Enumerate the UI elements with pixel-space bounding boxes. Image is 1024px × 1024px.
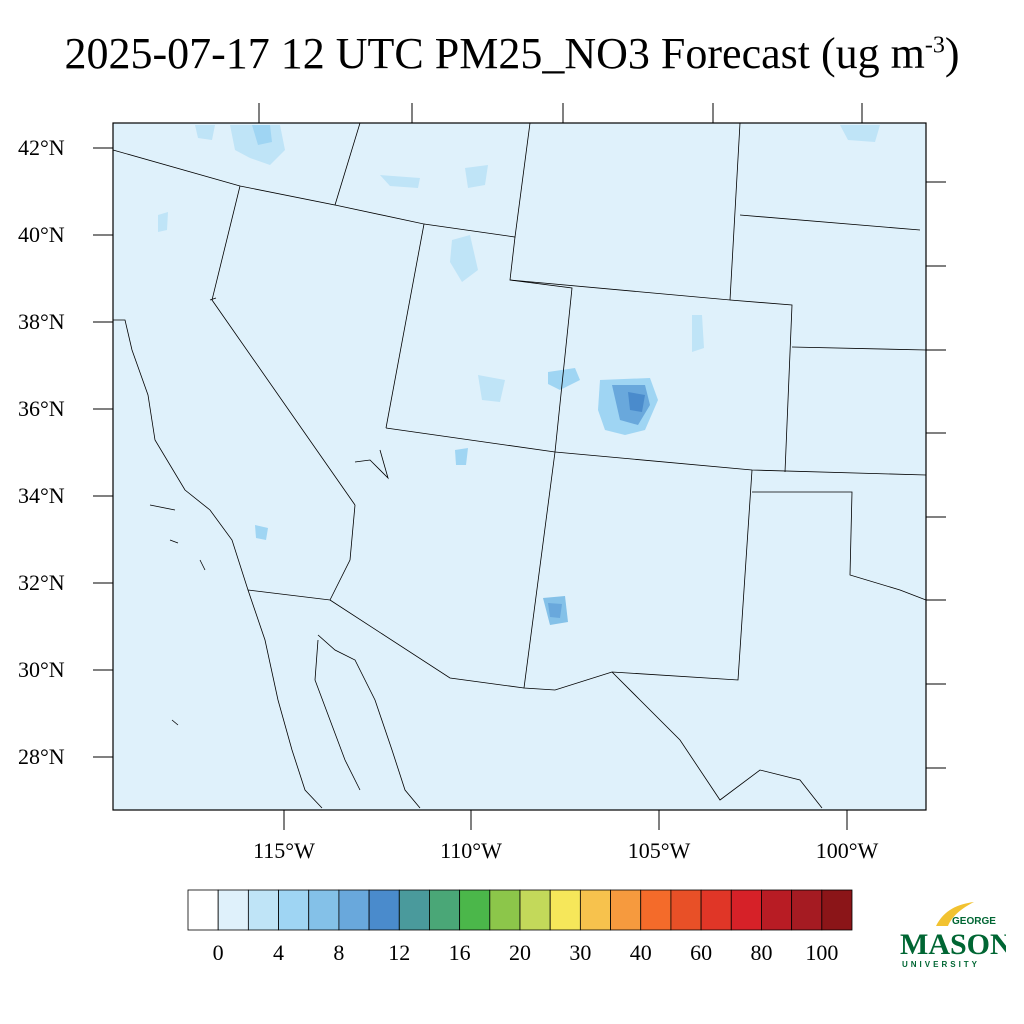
lon-label-115: 115°W <box>253 838 315 863</box>
colorbar-label: 60 <box>690 940 713 965</box>
lat-label-28: 28°N <box>18 744 65 769</box>
colorbar-swatch <box>640 889 672 931</box>
title-text: 2025-07-17 12 UTC PM25_NO3 Forecast (ug … <box>64 29 925 78</box>
logo-line1: GEORGE <box>952 916 996 927</box>
concentration-patches <box>158 125 880 625</box>
colorbar-label: 20 <box>509 940 531 965</box>
colorbar-label: 4 <box>273 940 285 965</box>
patch-utah-s <box>478 375 505 402</box>
colorbar-swatch <box>549 889 581 931</box>
lon-label-100: 100°W <box>815 838 879 863</box>
map-frame <box>112 122 927 811</box>
lat-ticks-left <box>93 147 113 758</box>
patch-idaho <box>230 125 285 165</box>
colorbar-label: 8 <box>333 940 345 965</box>
patch-utah-lake <box>450 235 478 282</box>
patch-wyoming <box>380 175 420 188</box>
lon-ticks-bottom <box>283 810 848 830</box>
logo-line2: MASON <box>900 928 1006 961</box>
patch-nw <box>195 125 215 140</box>
lat-ticks-right <box>926 181 946 769</box>
patch-arizona <box>455 448 468 465</box>
lon-label-105: 105°W <box>627 838 691 863</box>
colorbar-swatch <box>489 889 521 931</box>
colorbar-swatch <box>579 889 611 931</box>
lat-label-36: 36°N <box>18 396 65 421</box>
patch-idaho-core <box>252 125 272 145</box>
lat-label-30: 30°N <box>18 657 65 682</box>
colorbar-swatch <box>459 889 491 931</box>
lat-label-38: 38°N <box>18 309 65 334</box>
colorbar-swatch <box>700 889 732 931</box>
lat-label-40: 40°N <box>18 222 65 247</box>
colorbar-label: 30 <box>569 940 592 965</box>
title-superscript: -3 <box>924 32 945 59</box>
colorbar-swatch <box>821 889 853 931</box>
patch-newmexico-core <box>548 603 562 618</box>
lon-label-110: 110°W <box>440 838 502 863</box>
state-borders <box>112 122 927 809</box>
patch-colorado-dark <box>628 392 645 412</box>
lat-label-42: 42°N <box>18 135 65 160</box>
colorbar-swatch <box>429 889 461 931</box>
map-background <box>113 123 926 810</box>
colorbar-swatch <box>761 889 793 931</box>
title-close: ) <box>944 29 960 78</box>
colorbar-swatch <box>338 889 370 931</box>
lon-ticks-top <box>258 103 863 123</box>
coastline <box>113 297 421 809</box>
patch-wyoming2 <box>465 165 488 188</box>
colorbar-swatch <box>730 889 762 931</box>
colorbar-swatch <box>398 889 430 931</box>
colorbar-swatch <box>610 889 642 931</box>
colorbar-swatch <box>791 889 823 931</box>
colorbar-swatch <box>308 889 340 931</box>
colorbar-label: 80 <box>750 940 773 965</box>
logo-flame-icon <box>936 902 974 926</box>
colorbar-swatch <box>278 889 310 931</box>
colorbar-swatch <box>519 889 551 931</box>
patch-colorado-n <box>692 315 704 352</box>
colorbar-label: 16 <box>448 940 471 965</box>
logo-line3: UNIVERSITY <box>902 960 980 969</box>
patch-nebraska <box>840 125 880 142</box>
lat-label-32: 32°N <box>18 570 65 595</box>
colorbar-label: 100 <box>805 940 839 965</box>
patch-4corners <box>548 368 580 390</box>
colorbar-swatch <box>217 889 249 931</box>
gmu-logo: GEORGE MASON UNIVERSITY <box>900 902 1006 969</box>
colorbar-label: 12 <box>388 940 411 965</box>
patch-socal <box>255 525 268 540</box>
colorbar <box>187 889 853 931</box>
colorbar-swatch <box>247 889 279 931</box>
lat-label-34: 34°N <box>18 483 65 508</box>
colorbar-swatch <box>368 889 400 931</box>
patch-nevada <box>158 212 168 232</box>
colorbar-swatch <box>670 889 702 931</box>
colorbar-label: 40 <box>629 940 652 965</box>
colorbar-label: 0 <box>212 940 224 965</box>
map-title: 2025-07-17 12 UTC PM25_NO3 Forecast (ug … <box>0 28 1024 79</box>
colorbar-swatch <box>187 889 219 931</box>
